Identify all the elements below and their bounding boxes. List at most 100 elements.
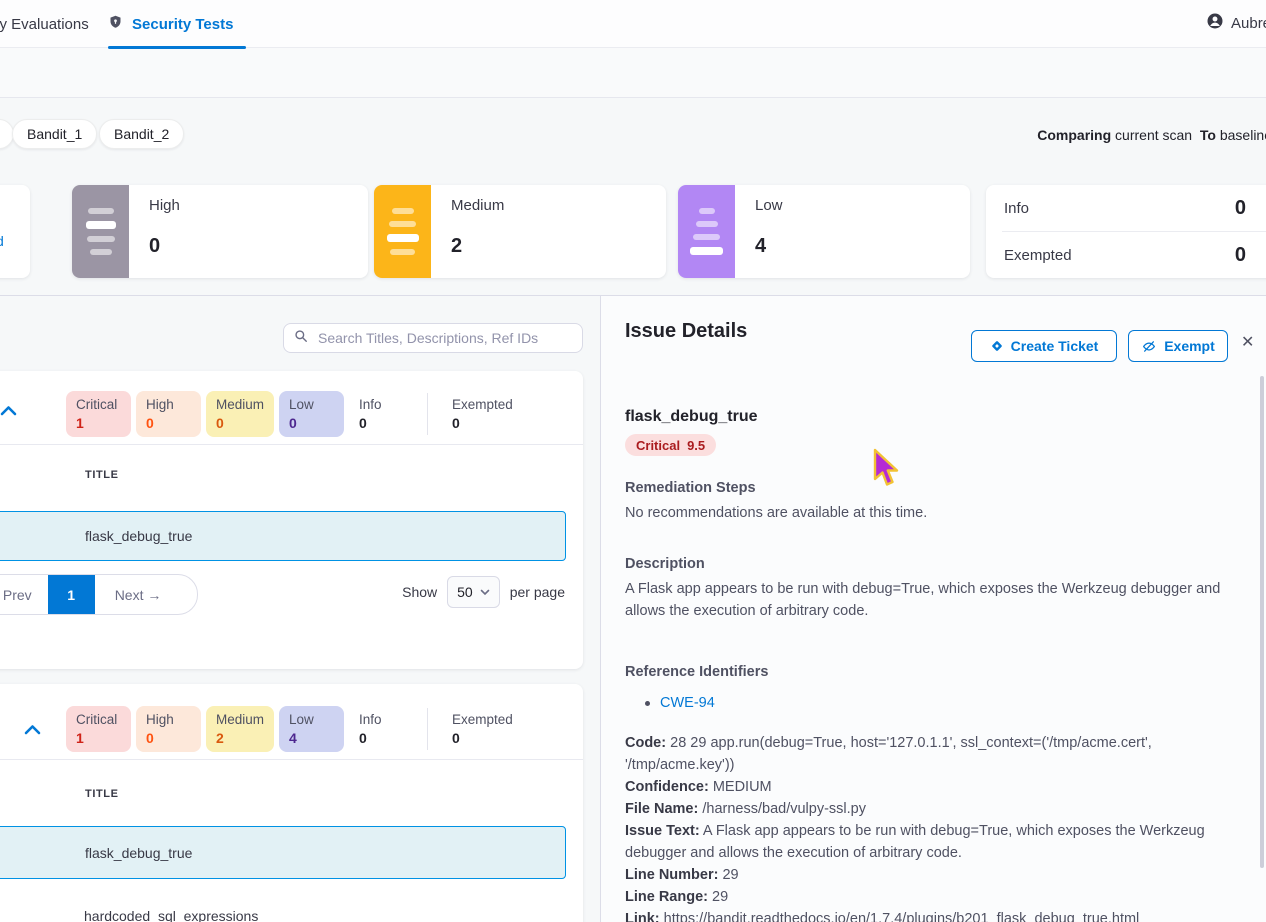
next-button[interactable]: Next → (114, 586, 162, 603)
field-link: Link: https://bandit.readthedocs.io/en/1… (625, 908, 1253, 922)
field-file-name: File Name: /harness/bad/vulpy-ssl.py (625, 798, 1253, 820)
scan-chip-bandit-2[interactable]: Bandit_2 (99, 119, 185, 149)
scan-chip-bandit-1[interactable]: Bandit_1 (12, 119, 98, 149)
pill-label: Critical (76, 712, 118, 727)
user-avatar-icon (1206, 12, 1224, 34)
reference-item: CWE-94 (645, 695, 715, 711)
summary-card-high: High 0 (72, 185, 368, 278)
table-row-selected[interactable]: flask_debug_true (0, 511, 566, 561)
pill-exempted[interactable]: Exempted 0 (442, 706, 523, 752)
description-heading: Description (625, 556, 705, 572)
card-divider (1002, 231, 1266, 232)
pill-low[interactable]: Low 0 (279, 391, 345, 437)
field-label: Line Number: (625, 867, 719, 883)
pill-count: 0 (359, 415, 367, 431)
field-confidence: Confidence: MEDIUM (625, 776, 1253, 798)
table-row[interactable]: hardcoded_sql_expressions (0, 891, 566, 922)
chevron-up-icon[interactable] (24, 722, 41, 740)
info-label: Info (1004, 199, 1030, 217)
pill-high[interactable]: High 0 (136, 706, 201, 752)
comparing-label: Comparing (1037, 127, 1112, 143)
pill-count: 1 (76, 730, 84, 746)
medium-card-label: Medium (451, 197, 505, 214)
pill-count: 4 (289, 730, 297, 746)
pill-critical[interactable]: Critical 1 (66, 706, 131, 752)
chevron-up-icon[interactable] (0, 403, 17, 421)
panel-title: Issue Details (625, 320, 748, 342)
high-card-label: High (149, 197, 180, 214)
comparing-value: current scan (1115, 127, 1193, 143)
remediation-text: No recommendations are available at this… (625, 505, 928, 521)
pill-info[interactable]: Info 0 (349, 706, 414, 752)
pill-count: 1 (76, 415, 84, 431)
tab-policy-evaluations[interactable]: cy Evaluations (0, 16, 89, 33)
issue-section-card-1: Critical 1 High 0 Medium 0 Low 0 (0, 371, 583, 669)
field-label: File Name: (625, 801, 699, 817)
main-area: Critical 1 High 0 Medium 0 Low 0 (0, 295, 1266, 922)
field-label: Confidence: (625, 779, 709, 795)
severity-score: 9.5 (687, 437, 706, 453)
field-value: https://bandit.readthedocs.io/en/1.7.4/p… (663, 911, 1140, 922)
column-header-title: TITLE (85, 469, 119, 481)
field-value: 29 (712, 889, 729, 905)
mouse-cursor (872, 448, 902, 495)
field-line-number: Line Number: 29 (625, 864, 1253, 886)
pill-count: 0 (452, 730, 460, 746)
section-divider (0, 759, 583, 760)
pill-count: 0 (359, 730, 367, 746)
page-1-button[interactable]: 1 (47, 575, 95, 614)
pill-critical[interactable]: Critical 1 (66, 391, 131, 437)
pill-count: 0 (216, 415, 224, 431)
to-label: To (1199, 127, 1216, 143)
exempted-count: 0 (1234, 243, 1246, 266)
pill-count: 0 (289, 415, 297, 431)
reference-heading: Reference Identifiers (625, 664, 769, 680)
pill-label: Exempted (452, 712, 513, 727)
section-divider (0, 444, 583, 445)
pill-divider (427, 708, 429, 750)
tab-security-tests[interactable]: Security Tests (108, 0, 233, 48)
prev-button[interactable]: ← Prev (0, 587, 32, 603)
partial-link-fragment: d (0, 233, 4, 249)
page-size-select[interactable]: 50 (447, 576, 500, 608)
comparison-status: Comparing current scan To baseline (1037, 127, 1266, 143)
panel-scrollbar[interactable] (1260, 376, 1264, 868)
summary-card-low: Low 4 (678, 185, 970, 278)
severity-badge: Critical 9.5 (625, 434, 717, 456)
pill-label: High (146, 397, 174, 412)
field-value: 28 29 app.run(debug=True, host='127.0.1.… (625, 735, 1152, 773)
pill-high[interactable]: High 0 (136, 391, 201, 437)
page-size-control: Show 50 per page (402, 576, 565, 608)
pill-count: 0 (146, 730, 154, 746)
field-code: Code: 28 29 app.run(debug=True, host='12… (625, 732, 1253, 776)
close-icon[interactable]: ✕ (1241, 334, 1255, 351)
pill-medium[interactable]: Medium 2 (206, 706, 275, 752)
search-input[interactable] (316, 329, 572, 347)
pill-low[interactable]: Low 4 (279, 706, 345, 752)
create-ticket-button[interactable]: Create Ticket (971, 330, 1117, 362)
summary-card-medium: Medium 2 (374, 185, 666, 278)
pill-exempted[interactable]: Exempted 0 (442, 391, 523, 437)
issue-title: flask_debug_true (85, 528, 193, 544)
cwe-link[interactable]: CWE-94 (660, 695, 715, 711)
exempted-label: Exempted (1004, 246, 1072, 264)
exempt-label: Exempt (1164, 338, 1215, 354)
pill-medium[interactable]: Medium 0 (206, 391, 275, 437)
pill-info[interactable]: Info 0 (349, 391, 414, 437)
tab-bar (0, 48, 1266, 98)
search-icon (294, 329, 308, 348)
field-value: MEDIUM (712, 779, 772, 795)
pagination: ← Prev 1 Next → (0, 574, 198, 615)
medium-card-count: 2 (451, 235, 463, 257)
user-menu[interactable]: Aubre (1206, 12, 1266, 34)
summary-card-info-exempted: Info 0 Exempted 0 (986, 185, 1266, 278)
pill-label: Info (359, 397, 382, 412)
medium-severity-icon (374, 185, 431, 278)
pill-label: High (146, 712, 174, 727)
per-page-label: per page (509, 584, 565, 600)
field-line-range: Line Range: 29 (625, 886, 1253, 908)
field-label: Code: (625, 735, 667, 751)
exempt-button[interactable]: Exempt (1128, 330, 1228, 362)
table-row-selected[interactable]: flask_debug_true (0, 826, 566, 879)
issue-title: hardcoded_sql_expressions (84, 908, 259, 922)
